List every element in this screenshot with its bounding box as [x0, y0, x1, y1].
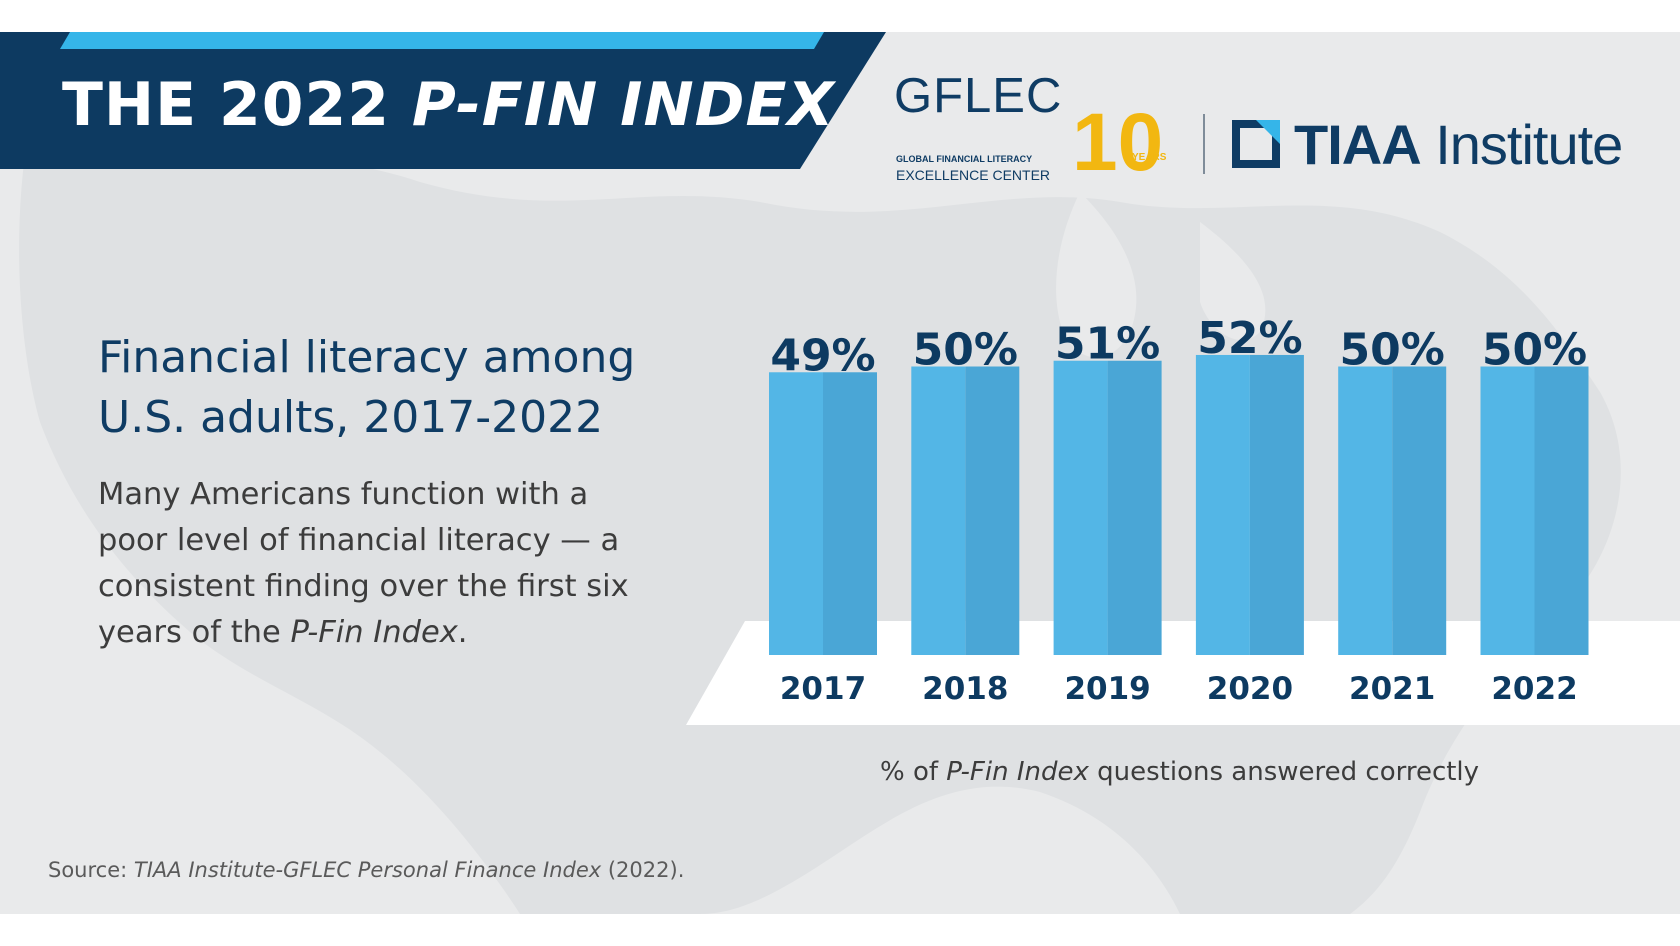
bar-2017: [769, 372, 823, 655]
gflec-line2: EXCELLENCE CENTER: [896, 167, 1051, 183]
category-label-2019: 2019: [1064, 671, 1150, 707]
page-title: THE 2022 P-FIN INDEX: [62, 70, 835, 140]
category-label-2020: 2020: [1207, 671, 1293, 707]
value-label-2018: 50%: [913, 325, 1018, 376]
description: Many Americans function with a poor leve…: [98, 472, 658, 656]
tiaa-bold: TIAA: [1294, 113, 1422, 176]
gflec-line1: GLOBAL FINANCIAL LITERACY: [896, 154, 1033, 164]
title-prefix: THE 2022: [62, 70, 412, 140]
great-lakes-shape-2: [1200, 222, 1266, 341]
tiaa-wordmark: TIAA Institute: [1294, 112, 1623, 177]
infographic-card: THE 2022 P-FIN INDEX GFLEC GLOBAL FINANC…: [0, 32, 1680, 914]
caption-prefix: % of: [880, 757, 947, 787]
bar-2018: [911, 366, 966, 655]
chart-subtitle: Financial literacy among U.S. adults, 20…: [98, 328, 698, 448]
value-label-2020: 52%: [1197, 313, 1302, 364]
axis-caption: % of P-Fin Index questions answered corr…: [880, 757, 1479, 787]
value-label-2021: 50%: [1340, 325, 1445, 376]
banner-accent-stripe: [60, 32, 824, 49]
category-labels-group: 2017 2018 2019 2020 2021 2022: [780, 671, 1578, 707]
description-end: .: [457, 615, 468, 650]
category-label-2017: 2017: [780, 671, 866, 707]
source-note: Source: TIAA Institute-GFLEC Personal Fi…: [48, 858, 684, 882]
category-label-2021: 2021: [1349, 671, 1435, 707]
title-emphasis: P-FIN INDEX: [411, 70, 835, 140]
anniversary-label: YEARS: [1132, 152, 1167, 163]
value-label-2017: 49%: [770, 330, 875, 381]
bar-shade-2021: [1392, 366, 1447, 655]
anniversary-number: 10: [1072, 98, 1163, 178]
gflec-logo: GFLEC GLOBAL FINANCIAL LITERACY EXCELLEN…: [894, 68, 1194, 183]
bar-shade-2022: [1534, 366, 1589, 655]
subtitle-line-1: Financial literacy among: [98, 332, 636, 383]
logo-divider: [1203, 114, 1205, 174]
tiaa-logo: TIAA Institute: [1232, 112, 1652, 182]
caption-suffix: questions answered correctly: [1088, 757, 1480, 787]
value-label-2019: 51%: [1055, 319, 1160, 370]
bar-shade-2018: [965, 366, 1020, 655]
great-lakes-shape: [1056, 192, 1137, 358]
subtitle-line-2: U.S. adults, 2017-2022: [98, 392, 604, 443]
tiaa-square-icon: [1232, 120, 1280, 168]
bar-shade-2019: [1107, 360, 1162, 655]
description-main: Many Americans function with a poor leve…: [98, 477, 629, 650]
bar-2022: [1480, 366, 1535, 655]
bars-group: [769, 354, 1589, 655]
description-emphasis: P-Fin Index: [290, 615, 458, 650]
banner-navy: [0, 32, 886, 169]
ten-years-mark: 10 YEARS: [1072, 98, 1167, 178]
bar-chart: 49% 50% 51% 52% 50% 50% 2017 2018 2019 2020 2021 2…: [686, 313, 1680, 725]
bar-2021: [1338, 366, 1393, 655]
bar-2020: [1195, 354, 1250, 655]
source-suffix: (2022).: [601, 858, 685, 882]
bar-shade-2020: [1249, 354, 1304, 655]
value-labels-group: 49% 50% 51% 52% 50% 50%: [770, 313, 1587, 381]
gflec-wordmark: GFLEC: [894, 69, 1063, 123]
category-label-2022: 2022: [1491, 671, 1577, 707]
value-label-2022: 50%: [1482, 325, 1587, 376]
tiaa-institute: Institute: [1420, 113, 1623, 176]
category-label-2018: 2018: [922, 671, 1008, 707]
title-banner: [0, 32, 886, 169]
bar-shade-2017: [823, 372, 877, 655]
source-emphasis: TIAA Institute-GFLEC Personal Finance In…: [133, 858, 602, 882]
source-prefix: Source:: [48, 858, 134, 882]
bar-2019: [1053, 360, 1108, 655]
caption-emphasis: P-Fin Index: [946, 757, 1089, 787]
